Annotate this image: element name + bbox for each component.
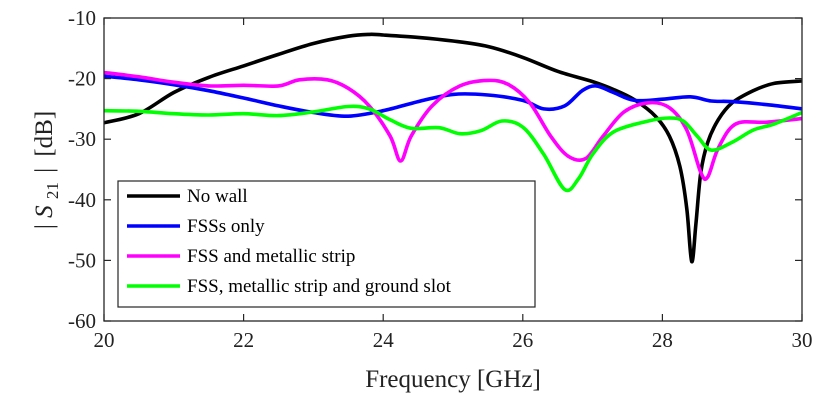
y-axis-title: | S 21 | [dB]: [31, 111, 64, 229]
series-layer: [104, 32, 802, 264]
y-axis-title-symbol: S: [31, 205, 58, 218]
x-tick-label: 24: [373, 328, 395, 352]
x-tick-label: 30: [792, 328, 813, 352]
y-axis: -10 -20 -30 -40 -50 -60: [68, 6, 802, 333]
x-axis-title: Frequency [GHz]: [365, 366, 541, 393]
legend-label-3: FSS and metallic strip: [187, 246, 355, 267]
x-tick-label: 22: [233, 328, 254, 352]
y-axis-title-unit: [dB]: [31, 111, 58, 157]
y-tick-label: -30: [68, 127, 96, 151]
legend-label-2: FSSs only: [187, 216, 265, 237]
y-tick-label: -60: [68, 309, 96, 333]
plot-frame: [103, 17, 803, 322]
legend: No wall FSSs only FSS and metallic strip FS…: [117, 180, 536, 308]
x-tick-label: 26: [512, 328, 533, 352]
y-tick-label: -50: [68, 248, 96, 272]
x-tick-label: 28: [652, 328, 673, 352]
legend-label-1: No wall: [187, 186, 248, 207]
series-line-3: [104, 70, 802, 182]
legend-label-4: FSS, metallic strip and ground slot: [187, 276, 452, 297]
series-line-4: [104, 104, 802, 193]
legend-box: [117, 180, 536, 308]
y-tick-label: -20: [68, 67, 96, 91]
series-line-1: [104, 32, 802, 264]
y-axis-title-bar-left: |: [31, 224, 58, 229]
y-tick-label: -40: [68, 188, 96, 212]
y-axis-title-bar-right: |: [31, 168, 58, 173]
svg-text:| S 21 |: | S 21 | [dB]: [31, 111, 64, 229]
y-axis-title-subscript: 21: [43, 182, 62, 199]
legend-items: No wall FSSs only FSS and metallic strip FS…: [127, 186, 452, 297]
x-tick-label: 20: [94, 328, 115, 352]
y-tick-label: -10: [68, 6, 96, 30]
series-line-2: [104, 74, 802, 119]
x-axis: 20 22 24 26 28 30: [94, 18, 813, 352]
